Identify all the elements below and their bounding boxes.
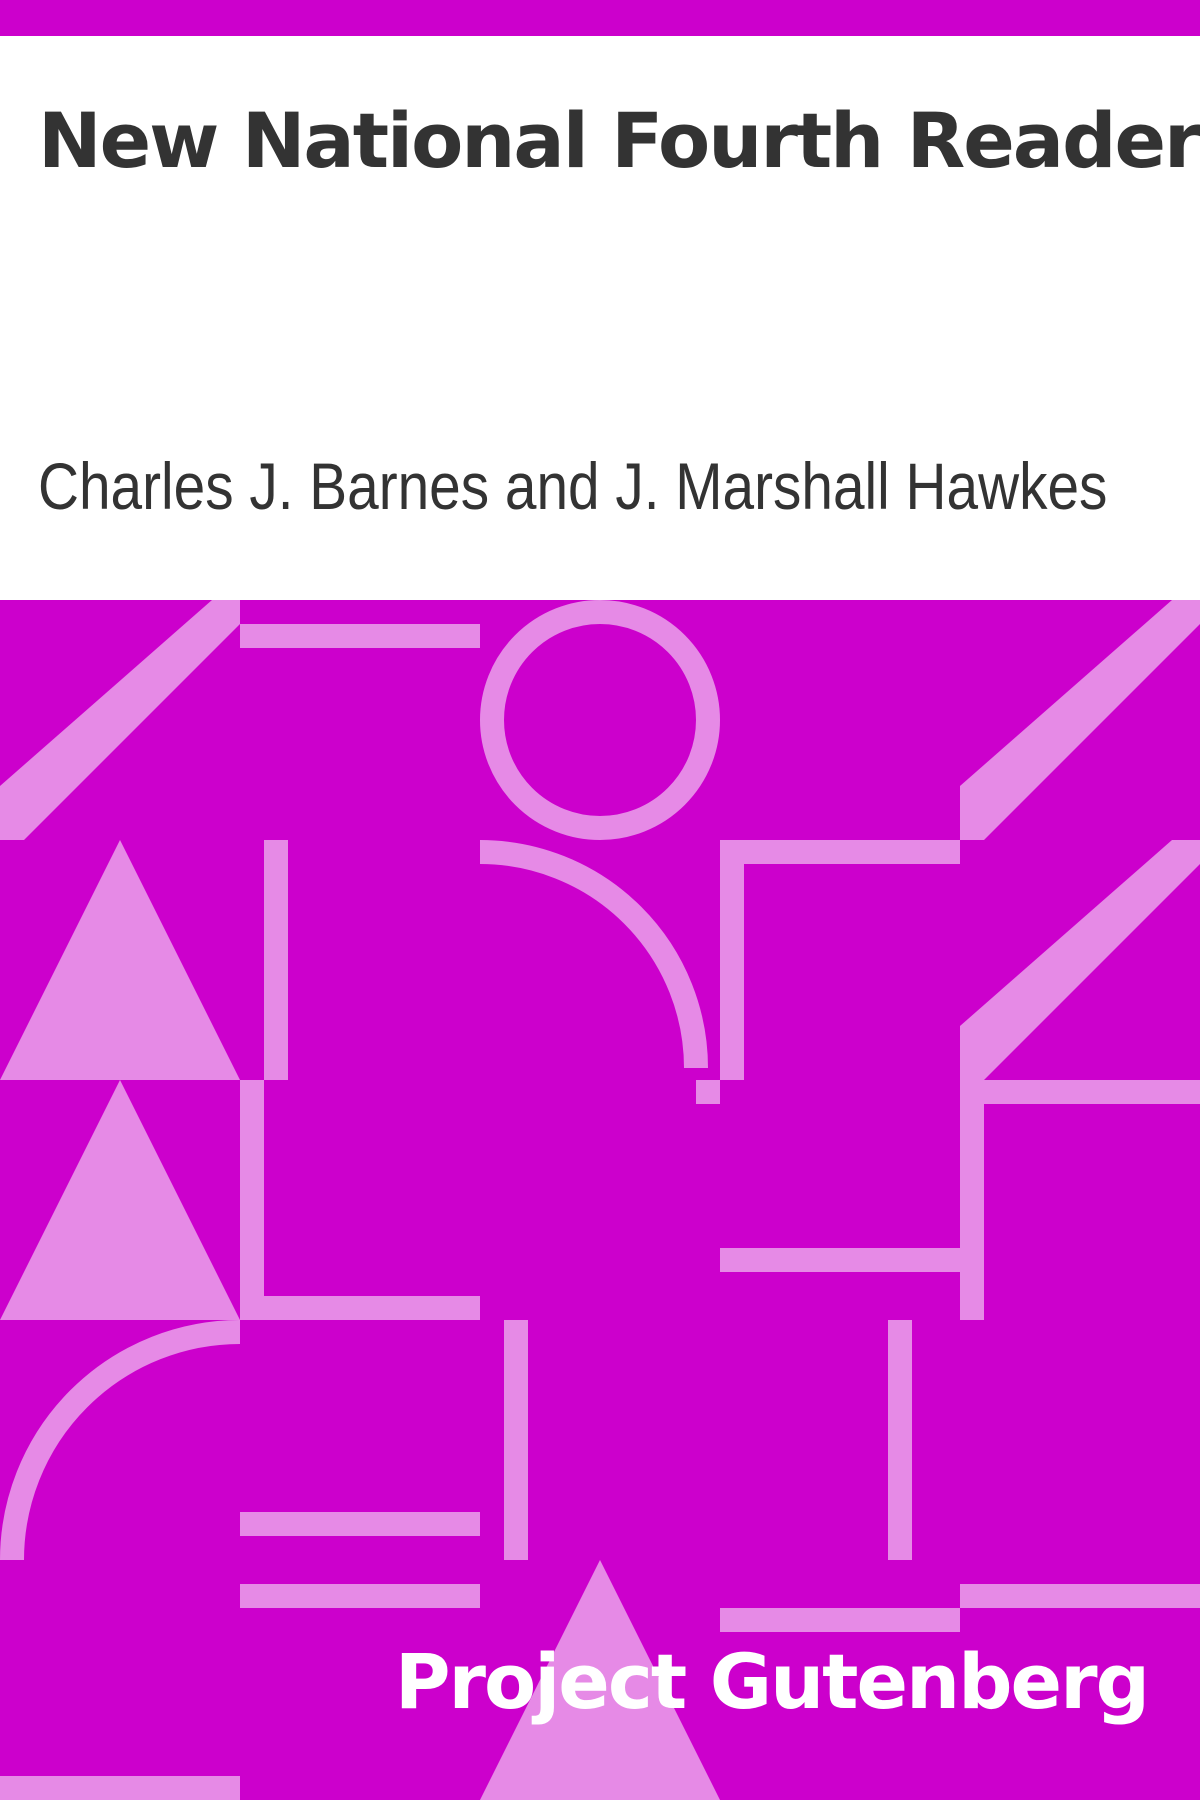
horizontal-line (240, 1512, 480, 1536)
triangle (0, 1080, 240, 1320)
vertical-line (264, 840, 288, 1080)
horizontal-line (240, 1296, 480, 1320)
vertical-line (240, 1080, 264, 1320)
triangle (480, 1560, 720, 1800)
circle-ring (480, 600, 720, 840)
vertical-line (504, 1320, 528, 1560)
vertical-line (720, 840, 744, 1080)
book-title: New National Fourth Reader (38, 96, 1200, 185)
triangle (0, 840, 240, 1080)
horizontal-line (720, 1608, 960, 1632)
horizontal-line (960, 1584, 1200, 1608)
corner-square (696, 1080, 720, 1104)
horizontal-line (240, 624, 480, 648)
book-author: Charles J. Barnes and J. Marshall Hawkes (38, 449, 1108, 523)
horizontal-line (720, 840, 960, 864)
publisher-name: Project Gutenberg (394, 1637, 1150, 1726)
quarter-arc (0, 1320, 241, 1561)
quarter-arc (479, 840, 708, 1069)
diagonal-band (960, 840, 1200, 1080)
horizontal-line (720, 1248, 960, 1272)
horizontal-line (240, 1584, 480, 1608)
horizontal-line (960, 1080, 1200, 1104)
corner-square (960, 816, 984, 840)
vertical-line (888, 1320, 912, 1560)
diagonal-band (960, 600, 1200, 840)
cover-art-pattern (0, 600, 1200, 1800)
top-color-bar (0, 0, 1200, 36)
diagonal-band (0, 600, 240, 840)
vertical-line (960, 1080, 984, 1320)
horizontal-line (0, 1776, 240, 1800)
